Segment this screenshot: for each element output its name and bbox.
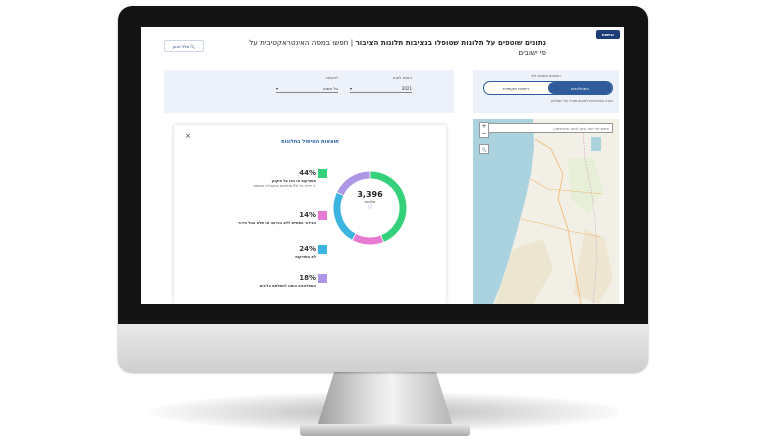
legend-note: + יירדה על 5% מתלונות המקבילה אשתקד — [252, 184, 316, 188]
results-donut-chart: 3,396 תלונות ⓘ — [330, 168, 410, 248]
results-card: × תוצאות הטיפול בתלונות 44% מוצדקות או ב… — [174, 125, 446, 304]
legend-label: מוצדקות או באו על תיקונן — [271, 179, 316, 183]
period-filter-label: לתקופה — [325, 76, 338, 80]
legend-percent: 24% — [299, 245, 316, 253]
year-filter-label: נתונים לשנת — [393, 76, 412, 80]
page: נגישות נתונים שוטפים על תלונות שטופלו בנ… — [141, 27, 624, 304]
legend-swatch — [318, 274, 327, 283]
close-icon[interactable]: × — [185, 132, 191, 140]
period-select-value: כל השנה — [322, 86, 338, 91]
zoom-out-button[interactable]: − — [481, 130, 487, 137]
monitor-stand-base — [300, 424, 470, 436]
page-title: נתונים שוטפים על תלונות שטופלו בנציבות ת… — [246, 38, 546, 58]
legend-percent: 44% — [299, 169, 316, 177]
magnifier-icon: 🔍 — [190, 43, 196, 49]
legend-swatch — [318, 169, 327, 178]
legend-percent: 18% — [299, 274, 316, 282]
legend-item-unjustified: 24% לא מוצדקות — [236, 245, 327, 260]
display-mode-panel: הנתונים מוצגים לפי המתלוננים רשויות מקומ… — [473, 70, 619, 113]
legend-swatch — [318, 245, 327, 254]
chevron-down-icon: ▾ — [350, 86, 353, 91]
legend-item-referred: 18% המתלוננים הופנו להשלמת הליכים — [236, 274, 327, 289]
magnifier-icon: 🔍 — [481, 146, 487, 152]
display-mode-note: הצגה המתייחסת למקום מגוריו של המתלונן — [550, 99, 613, 103]
legend-label: המתלוננים הופנו להשלמת הליכים — [259, 284, 316, 288]
screen: נגישות נתונים שוטפים על תלונות שטופלו בנ… — [141, 27, 624, 304]
display-mode-caption: הנתונים מוצגים לפי — [531, 74, 561, 78]
zoom-in-button[interactable]: + — [481, 123, 487, 130]
page-title-main: נתונים שוטפים על תלונות שטופלו בנציבות ת… — [355, 38, 546, 47]
monitor-stand — [316, 368, 454, 430]
legend-label: הבירור הסתיים ללא הכרעה או שלא החל בירור — [238, 221, 316, 225]
donut-slice-1[interactable] — [352, 233, 384, 245]
info-icon[interactable]: ⓘ — [368, 204, 372, 209]
donut-slice-2[interactable] — [333, 192, 356, 240]
map-search-button[interactable]: 🔍 — [479, 144, 489, 154]
year-select-value: 2021 — [401, 86, 412, 91]
page-title-sub: | חפשו במפה האינטראקטיבית על פי ישובים — [249, 38, 546, 57]
map-search-input[interactable]: חיפוש לפי ישוב (ניתן לבחור מהרשימה) — [481, 123, 613, 133]
donut-slice-0[interactable] — [370, 171, 407, 242]
accessibility-button[interactable]: נגישות — [596, 30, 620, 39]
legend-label: לא מוצדקות — [295, 255, 316, 259]
help-button-label: מלל מנוע — [172, 43, 190, 49]
monitor-chin — [118, 324, 648, 372]
display-mode-toggle: המתלוננים רשויות מקומיות — [483, 81, 613, 95]
period-filter: לתקופה כל השנה ▾ — [276, 76, 338, 93]
help-button[interactable]: 🔍 מלל מנוע — [164, 40, 204, 52]
tab-complainants[interactable]: המתלוננים — [548, 82, 612, 94]
donut-center: 3,396 תלונות ⓘ — [330, 190, 410, 210]
legend-item-justified: 44% מוצדקות או באו על תיקונן + יירדה על … — [236, 169, 327, 189]
tab-local-authorities[interactable]: רשויות מקומיות — [502, 85, 530, 91]
period-select[interactable]: כל השנה ▾ — [276, 86, 338, 93]
chevron-down-icon: ▾ — [276, 86, 279, 91]
legend-item-no-decision: 14% הבירור הסתיים ללא הכרעה או שלא החל ב… — [236, 211, 327, 226]
total-complaints: 3,396 — [357, 190, 383, 199]
monitor: נגישות נתונים שוטפים על תלונות שטופלו בנ… — [118, 6, 648, 372]
filters-panel: נתונים לשנת 2021 ▾ לתקופה כל השנה ▾ — [164, 70, 454, 113]
interactive-map[interactable]: חיפוש לפי ישוב (ניתן לבחור מהרשימה) + − … — [473, 119, 619, 304]
legend-swatch — [318, 211, 327, 220]
donut-slice-3[interactable] — [337, 171, 370, 196]
map-tiles — [473, 119, 619, 304]
map-zoom-controls: + − — [479, 122, 489, 138]
year-select[interactable]: 2021 ▾ — [350, 86, 412, 93]
results-title: תוצאות הטיפול בתלונות — [281, 139, 339, 145]
total-caption: תלונות — [364, 199, 376, 204]
year-filter: נתונים לשנת 2021 ▾ — [350, 76, 412, 93]
donut-svg — [333, 171, 407, 245]
legend-percent: 14% — [299, 211, 316, 219]
